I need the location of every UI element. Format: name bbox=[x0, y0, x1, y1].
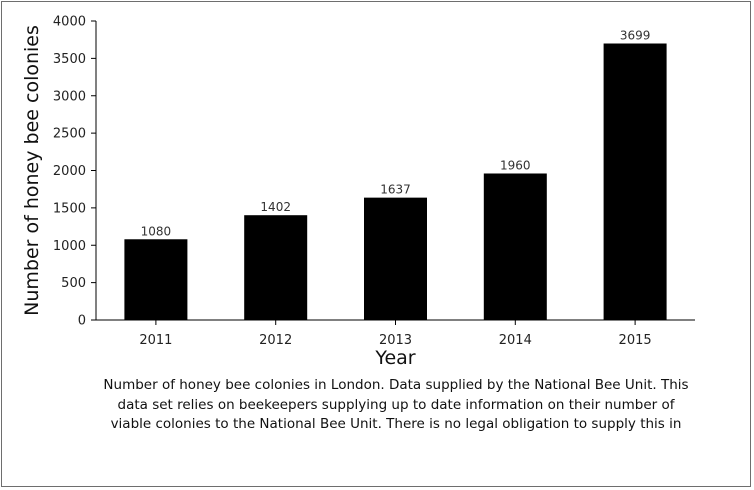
y-axis-ticks: 0 500 1000 1500 2000 2500 3000 3500 4000 bbox=[53, 15, 96, 329]
bar-2012 bbox=[244, 215, 308, 320]
bar-2014 bbox=[483, 173, 547, 320]
data-label-2011: 1080 bbox=[141, 224, 172, 238]
y-tick-label: 2000 bbox=[53, 164, 86, 179]
x-axis-ticks: 2011 2012 2013 2014 2015 bbox=[139, 320, 652, 348]
x-tick-label-2014: 2014 bbox=[499, 333, 532, 348]
y-tick-label: 3000 bbox=[53, 89, 86, 104]
y-tick-label: 3500 bbox=[53, 52, 86, 67]
data-label-2014: 1960 bbox=[500, 158, 531, 172]
data-label-2012: 1402 bbox=[260, 200, 291, 214]
data-label-2013: 1637 bbox=[380, 183, 411, 197]
y-tick-label: 1500 bbox=[53, 201, 86, 216]
data-label-2015: 3699 bbox=[620, 28, 651, 42]
bar-2015 bbox=[603, 43, 667, 320]
x-tick-label-2015: 2015 bbox=[619, 333, 652, 348]
y-tick-label: 4000 bbox=[53, 15, 86, 30]
x-axis-title: Year bbox=[374, 347, 415, 369]
x-tick-label-2013: 2013 bbox=[379, 333, 412, 348]
bar-2013 bbox=[364, 197, 427, 320]
y-axis-title: Number of honey bee colonies bbox=[21, 25, 43, 316]
bar-2011 bbox=[124, 239, 188, 320]
y-tick-label: 1000 bbox=[53, 239, 86, 254]
y-tick-label: 500 bbox=[61, 276, 86, 291]
x-tick-label-2012: 2012 bbox=[259, 333, 292, 348]
y-tick-label: 0 bbox=[78, 314, 86, 329]
y-tick-label: 2500 bbox=[53, 127, 86, 142]
data-labels: 1080 1402 1637 1960 3699 bbox=[141, 28, 651, 238]
figure-caption: Number of honey bee colonies in London. … bbox=[103, 377, 689, 432]
x-tick-label-2011: 2011 bbox=[139, 333, 172, 348]
bars bbox=[124, 43, 667, 320]
